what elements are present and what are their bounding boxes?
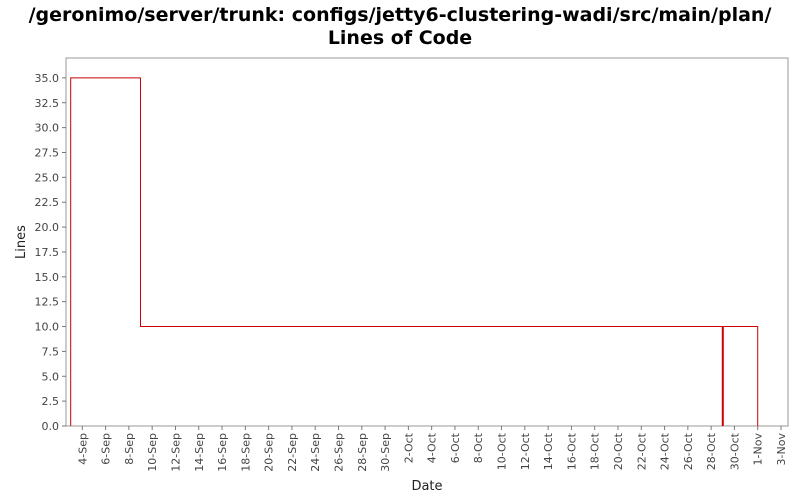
x-tick-label: 24-Sep [309, 433, 322, 472]
x-tick-label: 6-Sep [100, 433, 113, 465]
x-tick-label: 20-Sep [263, 433, 276, 472]
x-tick-label: 22-Sep [286, 433, 299, 472]
x-tick-label: 2-Oct [402, 432, 415, 463]
y-tick-label: 30.0 [35, 122, 60, 135]
x-tick-label: 16-Oct [565, 432, 578, 470]
x-tick-label: 4-Sep [76, 433, 89, 465]
plot-area [65, 57, 789, 427]
y-tick-label: 22.5 [35, 196, 60, 209]
x-tick-label: 4-Oct [426, 432, 439, 463]
y-tick-label: 17.5 [35, 246, 60, 259]
x-tick-label: 14-Sep [193, 433, 206, 472]
x-tick-label: 8-Sep [123, 433, 136, 465]
x-tick-label: 10-Sep [146, 433, 159, 472]
x-tick-label: 26-Oct [682, 432, 695, 470]
x-axis: 4-Sep 6-Sep 8-Sep 10-Sep 12-Sep 14-Sep 16-Sep 1… [76, 426, 788, 472]
y-tick-label: 25.0 [35, 171, 60, 184]
y-tick-label: 2.5 [42, 395, 60, 408]
y-tick-label: 32.5 [35, 97, 60, 110]
x-tick-label: 30-Oct [728, 432, 741, 470]
y-tick-label: 10.0 [35, 321, 60, 334]
y-axis-label: Lines [14, 225, 29, 259]
x-tick-label: 14-Oct [542, 432, 555, 470]
y-tick-label: 20.0 [35, 221, 60, 234]
x-tick-label: 1-Nov [752, 433, 765, 466]
x-tick-label: 12-Sep [169, 433, 182, 472]
y-tick-label: 12.5 [35, 296, 60, 309]
y-tick-label: 35.0 [35, 72, 60, 85]
y-axis: 0.0 2.5 5.0 7.5 10.0 12.5 15.0 17.5 20.0 22.5 25.0… [35, 72, 66, 433]
x-tick-label: 22-Oct [635, 432, 648, 470]
x-tick-label: 28-Sep [356, 433, 369, 472]
x-axis-label: Date [411, 479, 442, 494]
x-tick-label: 24-Oct [659, 432, 672, 470]
x-tick-label: 18-Oct [589, 432, 602, 470]
x-tick-label: 16-Sep [216, 433, 229, 472]
series-line [70, 77, 759, 426]
y-tick-label: 0.0 [42, 420, 60, 433]
x-tick-label: 3-Nov [775, 433, 788, 466]
x-tick-label: 10-Oct [496, 432, 509, 470]
x-tick-label: 8-Oct [472, 432, 485, 463]
y-tick-label: 5.0 [42, 370, 60, 383]
x-tick-label: 28-Oct [705, 432, 718, 470]
y-tick-label: 7.5 [42, 345, 60, 358]
y-tick-label: 27.5 [35, 146, 60, 159]
x-tick-label: 20-Oct [612, 432, 625, 470]
x-tick-label: 26-Sep [332, 433, 345, 472]
x-tick-label: 30-Sep [379, 433, 392, 472]
x-tick-label: 6-Oct [449, 432, 462, 463]
chart-subtitle: Lines of Code [327, 27, 473, 49]
x-tick-label: 18-Sep [239, 433, 252, 472]
y-tick-label: 15.0 [35, 271, 60, 284]
x-tick-label: 12-Oct [519, 432, 532, 470]
chart-title: /geronimo/server/trunk: configs/jetty6-c… [28, 4, 772, 26]
